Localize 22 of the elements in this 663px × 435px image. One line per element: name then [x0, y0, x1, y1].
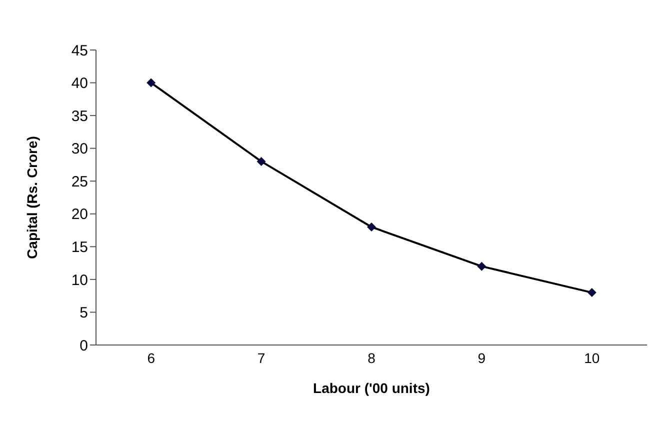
y-tick-label: 40	[71, 75, 88, 92]
y-tick-label: 0	[80, 337, 88, 354]
point	[477, 262, 486, 271]
y-tick-label: 45	[71, 42, 88, 60]
x-tick-label: 6	[147, 350, 156, 366]
y-tick-label: 5	[80, 304, 88, 322]
y-tick-label: 10	[71, 272, 88, 289]
y-axis-title: Capital (Rs. Crore)	[24, 136, 40, 259]
point	[146, 78, 156, 88]
y-tick-label: 35	[71, 108, 88, 125]
x-axis-title: Labour ('00 units)	[313, 380, 430, 396]
y-tick-label: 25	[71, 173, 88, 190]
y-tick-label: 20	[71, 206, 88, 224]
x-tick-label: 7	[257, 350, 266, 366]
point	[587, 288, 596, 298]
point	[256, 156, 266, 166]
x-tick-label: 8	[368, 350, 376, 366]
y-tick-label: 30	[71, 140, 88, 158]
y-tick-label: 15	[71, 238, 88, 256]
x-tick-label: 9	[478, 350, 486, 366]
point	[367, 222, 376, 232]
x-tick-label: 10	[584, 350, 600, 366]
